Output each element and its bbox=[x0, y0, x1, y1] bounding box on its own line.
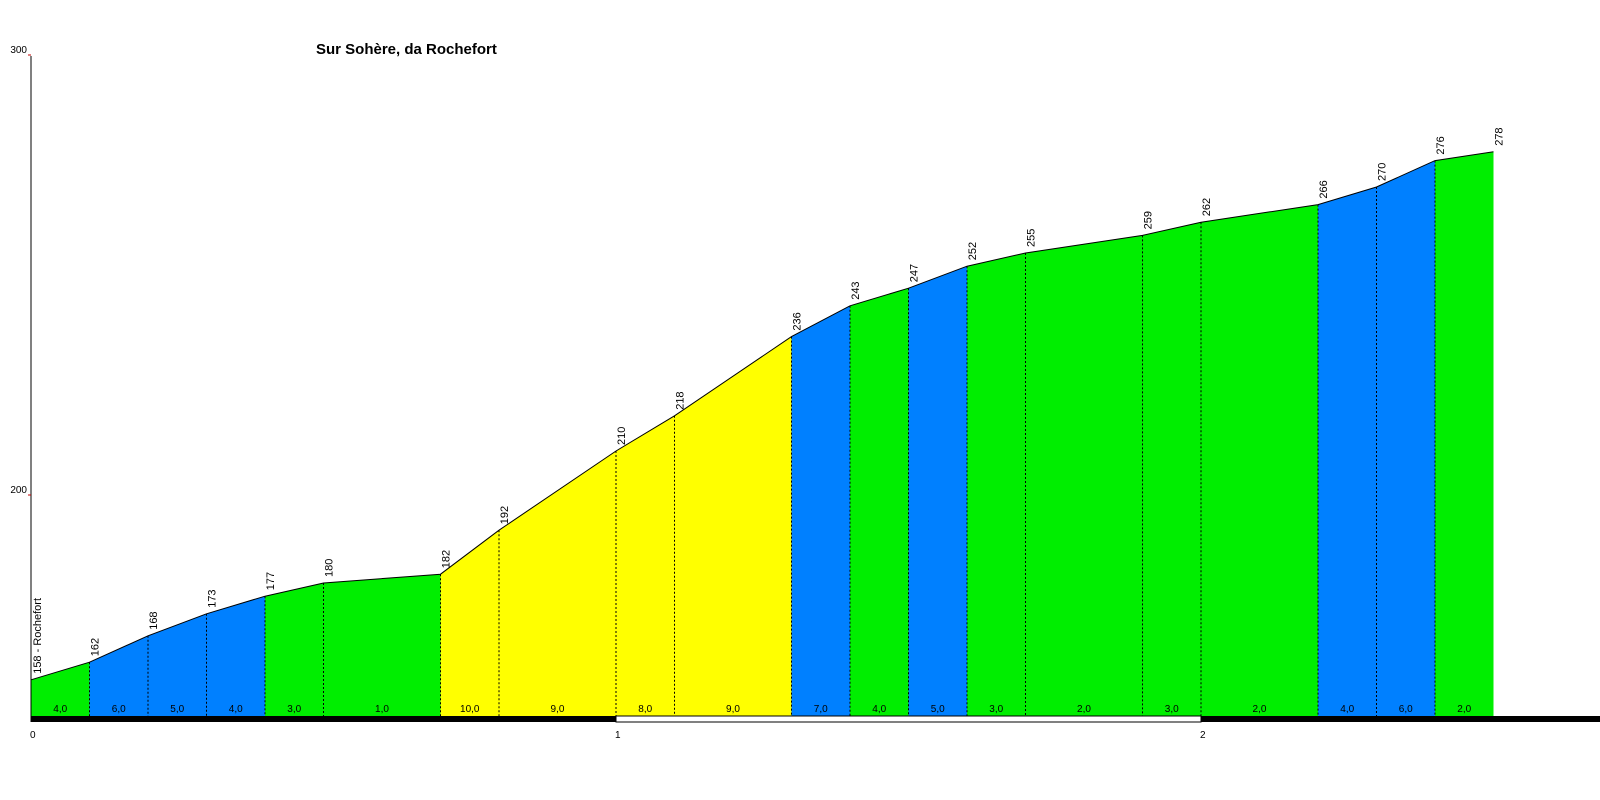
gradient-segment bbox=[1142, 222, 1201, 718]
y-tick-label: 300 bbox=[10, 45, 27, 56]
elevation-profile-line bbox=[30, 151, 1494, 681]
x-axis-ticks: 0 1 2 bbox=[30, 730, 1206, 741]
elevation-label: 168 bbox=[148, 611, 160, 629]
gradient-label: 8,0 bbox=[638, 704, 652, 715]
distance-bar-km-0 bbox=[31, 716, 616, 722]
gradient-label: 5,0 bbox=[931, 704, 945, 715]
y-tick-label: 200 bbox=[10, 485, 27, 496]
distance-bar bbox=[31, 715, 1600, 723]
x-tick-label: 2 bbox=[1200, 730, 1206, 741]
gradient-labels: 4,0 6,0 5,0 4,0 3,0 1,0 10,0 9,0 8,0 9,0 7,0 4,0 5,0… bbox=[53, 704, 1471, 715]
distance-bar-km-1 bbox=[615, 715, 1202, 723]
gradient-label: 9,0 bbox=[726, 704, 740, 715]
gradient-segment bbox=[499, 451, 616, 718]
elevation-label: 276 bbox=[1435, 136, 1447, 154]
gradient-label: 4,0 bbox=[1340, 704, 1354, 715]
gradient-label: 2,0 bbox=[1457, 704, 1471, 715]
gradient-label: 3,0 bbox=[1165, 704, 1179, 715]
gradient-label: 3,0 bbox=[989, 704, 1003, 715]
gradient-label: 7,0 bbox=[814, 704, 828, 715]
distance-bar-km-2 bbox=[1201, 716, 1600, 722]
gradient-segment bbox=[323, 574, 441, 718]
gradient-segment bbox=[1435, 151, 1494, 719]
gradient-label: 3,0 bbox=[287, 704, 301, 715]
elevation-label: 173 bbox=[207, 589, 219, 607]
gradient-segment bbox=[908, 266, 967, 718]
gradient-segment bbox=[616, 415, 675, 718]
gradient-segment bbox=[1376, 160, 1435, 719]
gradient-segment bbox=[674, 336, 792, 718]
elevation-label: 180 bbox=[324, 559, 336, 577]
elevation-label: 255 bbox=[1026, 229, 1038, 247]
x-tick-label: 1 bbox=[615, 730, 621, 741]
gradient-segment bbox=[148, 613, 207, 718]
gradient-segment bbox=[791, 305, 850, 718]
gradient-segment bbox=[1201, 204, 1318, 719]
segment-dividers bbox=[89, 160, 1436, 718]
gradient-segment bbox=[967, 253, 1026, 718]
gradient-segment bbox=[265, 583, 324, 718]
elevation-label: 236 bbox=[792, 312, 804, 330]
elevation-label: 218 bbox=[675, 391, 687, 409]
gradient-segment bbox=[89, 635, 148, 718]
elevation-label: 266 bbox=[1318, 180, 1330, 198]
gradient-label: 4,0 bbox=[53, 704, 67, 715]
gradient-segment bbox=[850, 288, 909, 718]
gradient-label: 5,0 bbox=[170, 704, 184, 715]
y-axis: 200 300 bbox=[10, 45, 32, 722]
elevation-label: 192 bbox=[499, 506, 511, 524]
elevation-label: 243 bbox=[850, 281, 862, 299]
gradient-segment-fills bbox=[31, 151, 1494, 719]
gradient-label: 9,0 bbox=[551, 704, 565, 715]
elevation-label: 247 bbox=[909, 264, 921, 282]
elevation-label: 278 bbox=[1494, 127, 1506, 145]
elevation-label: 182 bbox=[441, 550, 453, 568]
gradient-segment bbox=[440, 530, 499, 718]
elevation-label: 210 bbox=[616, 427, 628, 445]
gradient-segment bbox=[1025, 235, 1143, 718]
gradient-segment bbox=[31, 662, 90, 718]
gradient-label: 2,0 bbox=[1077, 704, 1091, 715]
gradient-segment bbox=[206, 596, 265, 718]
gradient-label: 6,0 bbox=[112, 704, 126, 715]
chart-title: Sur Sohère, da Rochefort bbox=[316, 41, 497, 58]
gradient-label: 6,0 bbox=[1399, 704, 1413, 715]
gradient-segment bbox=[1318, 187, 1377, 718]
x-tick-label: 0 bbox=[30, 730, 36, 741]
gradient-label: 4,0 bbox=[229, 704, 243, 715]
elevation-labels: 158 - Rochefort 162 168 173 177 180 182 192 210 2… bbox=[32, 127, 1506, 673]
start-location-label: 158 - Rochefort bbox=[32, 598, 44, 674]
elevation-label: 177 bbox=[265, 572, 277, 590]
gradient-label: 4,0 bbox=[872, 704, 886, 715]
elevation-label: 162 bbox=[90, 638, 102, 656]
gradient-label: 1,0 bbox=[375, 704, 389, 715]
elevation-label: 270 bbox=[1377, 163, 1389, 181]
gradient-label: 10,0 bbox=[460, 704, 480, 715]
elevation-label: 252 bbox=[967, 242, 979, 260]
gradient-label: 2,0 bbox=[1253, 704, 1267, 715]
elevation-label: 262 bbox=[1201, 198, 1213, 216]
elevation-label: 259 bbox=[1143, 211, 1155, 229]
